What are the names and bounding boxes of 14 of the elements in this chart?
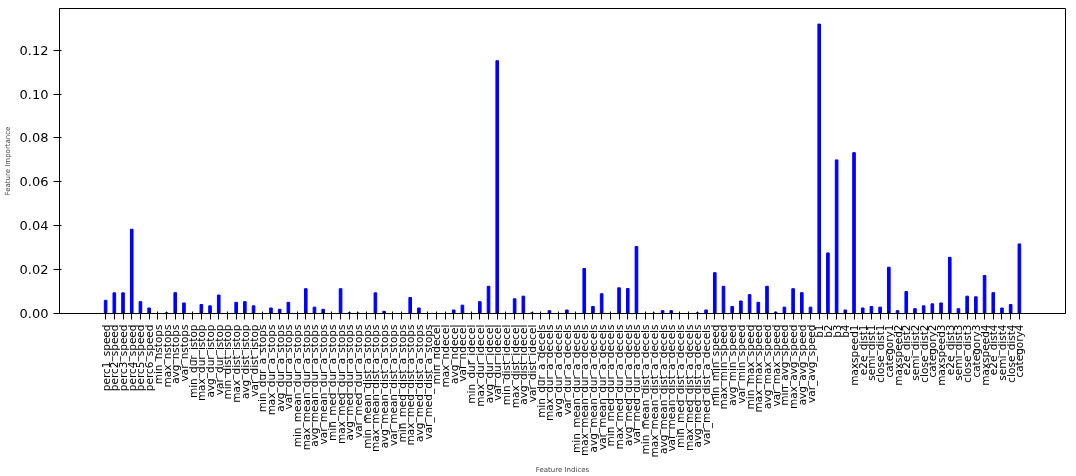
- x-tick-label: close_dist3: [961, 324, 975, 383]
- y-tick-label: 0.04: [19, 218, 49, 234]
- x-tick-label: max_ndecel: [439, 324, 453, 388]
- x-tick-label: b4: [839, 324, 852, 338]
- y-tick-label: 0.02: [19, 262, 49, 278]
- y-tick-label: 0.12: [19, 42, 49, 58]
- y-tick-label: 0.06: [19, 174, 49, 190]
- x-tick-label: min_mean_dist_a_decels: [639, 324, 653, 455]
- x-tick-label: max_med_dur_a_decels: [613, 324, 627, 450]
- y-tick-label: 0.10: [19, 86, 49, 102]
- y-tick-label: 0.08: [19, 130, 49, 146]
- x-tick-label: close_dist1: [874, 324, 888, 383]
- x-tick-label: min_dur_idecel: [465, 324, 479, 404]
- y-tick-label: 0.00: [19, 306, 49, 321]
